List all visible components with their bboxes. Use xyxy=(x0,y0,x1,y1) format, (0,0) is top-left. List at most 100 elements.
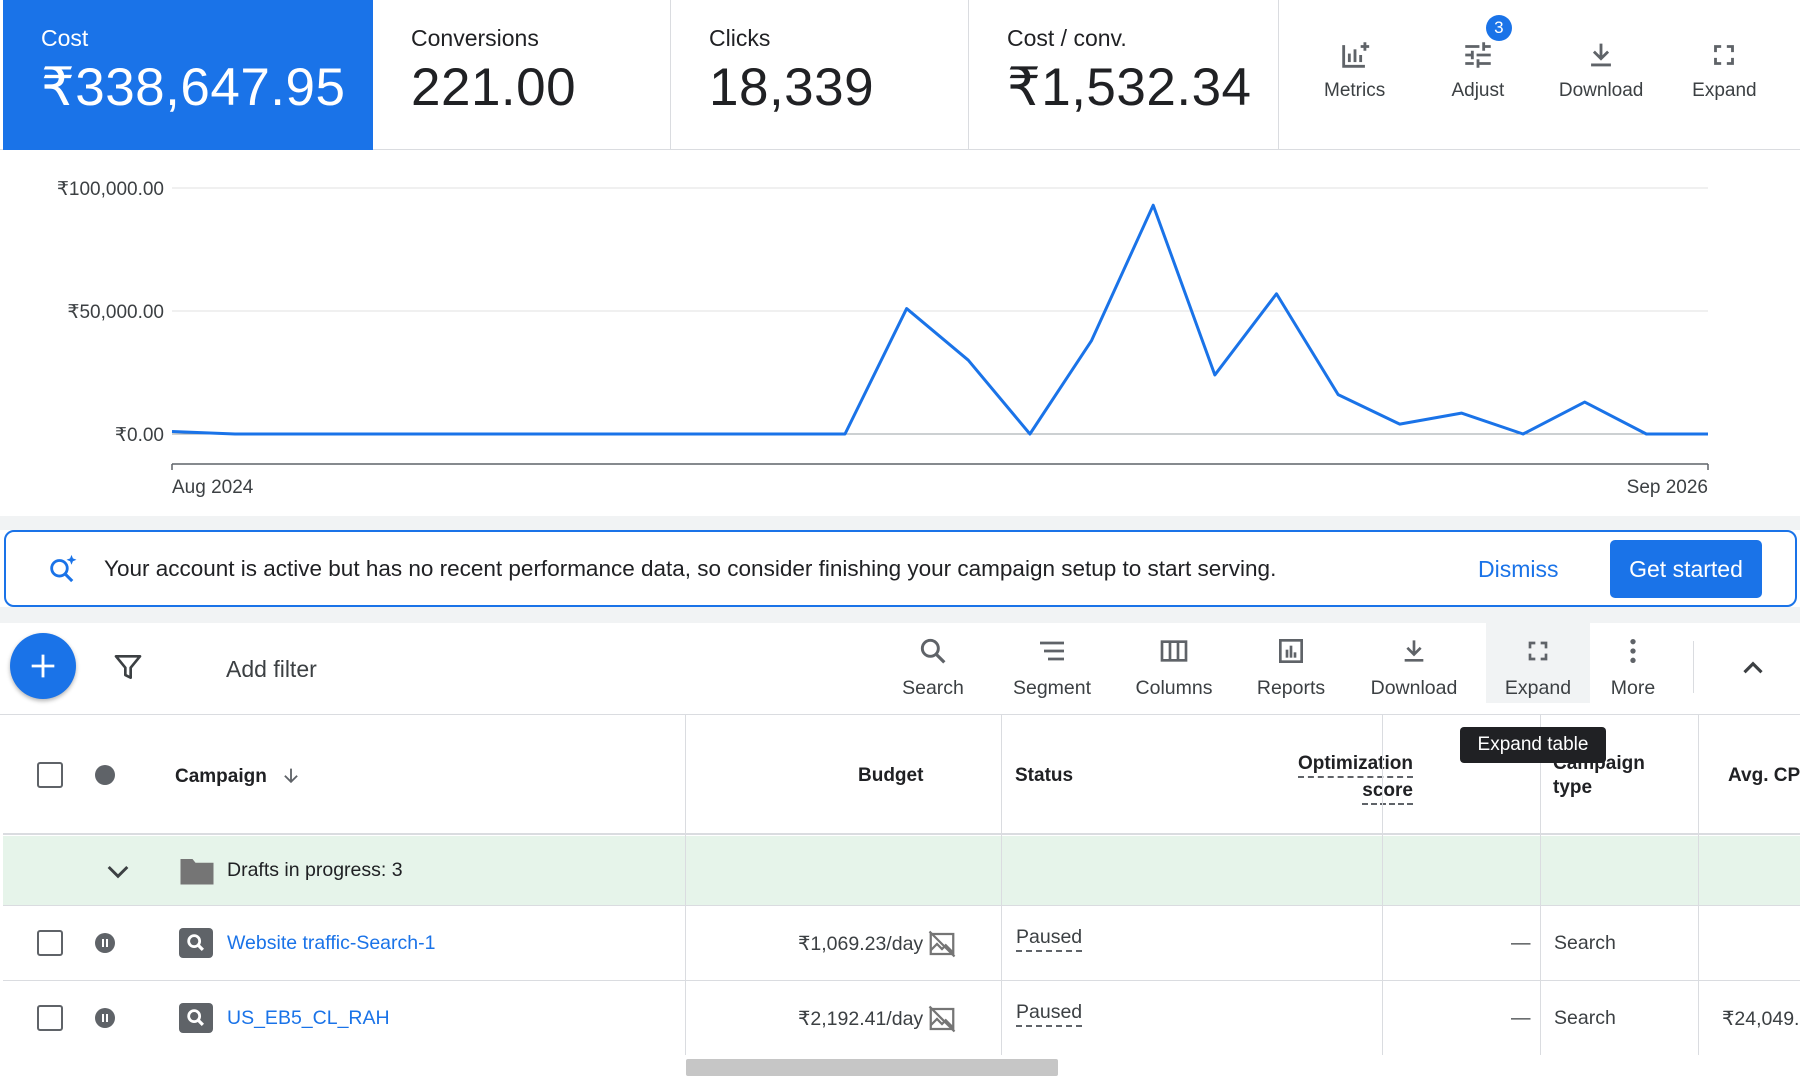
scorecard-label: Cost xyxy=(41,25,89,51)
filter-icon[interactable] xyxy=(112,651,144,683)
scorecard-value: ₹338,647.95 xyxy=(41,58,346,117)
segment-button[interactable]: Segment xyxy=(1000,635,1104,700)
campaign-name-link[interactable]: US_EB5_CL_RAH xyxy=(227,1007,390,1029)
avg-cpc-column-header[interactable]: Avg. CPC xyxy=(1728,765,1800,786)
table-row: Website traffic-Search-1 ₹1,069.23/day P… xyxy=(3,906,1800,981)
columns-icon xyxy=(1160,640,1188,662)
more-button[interactable]: More xyxy=(1581,635,1685,700)
status-paused[interactable]: Paused xyxy=(1016,926,1083,952)
campaign-table: Campaign Budget Status Optimization scor… xyxy=(0,715,1800,1055)
budget-chart-unavailable-icon[interactable] xyxy=(927,1004,957,1034)
chevron-down-icon[interactable] xyxy=(102,855,134,887)
columns-button[interactable]: Columns xyxy=(1122,635,1226,700)
scorecard-cost-per-conv[interactable]: Cost / conv. ₹1,532.34 xyxy=(969,0,1279,150)
adjust-button[interactable]: 3 Adjust xyxy=(1423,0,1533,149)
scorecard-label: Clicks xyxy=(709,25,771,51)
search-button[interactable]: Search xyxy=(881,635,985,700)
table-expand-button[interactable]: Expand xyxy=(1486,623,1590,703)
budget-chart-unavailable-icon[interactable] xyxy=(927,929,957,959)
table-download-button[interactable]: Download xyxy=(1362,635,1466,700)
more-vert-icon xyxy=(1630,639,1636,663)
column-divider xyxy=(685,715,686,1055)
scorecard-label: Cost / conv. xyxy=(1007,25,1127,51)
cost-series-line xyxy=(171,203,1708,436)
expand-table-tooltip: Expand table xyxy=(1460,727,1606,763)
table-toolbar: Add filter Search Segment Columns Report… xyxy=(0,623,1800,715)
row-checkbox[interactable] xyxy=(37,1005,63,1031)
column-divider xyxy=(1540,715,1541,1055)
add-filter-input[interactable]: Add filter xyxy=(226,656,317,682)
column-divider xyxy=(1001,715,1002,1055)
campaign-name-link[interactable]: Website traffic-Search-1 xyxy=(227,932,436,954)
add-campaign-button[interactable] xyxy=(10,633,76,699)
search-campaign-icon xyxy=(179,928,213,958)
select-all-checkbox[interactable] xyxy=(37,762,63,788)
scorecard-value: 18,339 xyxy=(709,58,875,117)
table-row: US_EB5_CL_RAH ₹2,192.41/day Paused — Sea… xyxy=(3,981,1800,1055)
paused-status-icon xyxy=(95,933,115,953)
download-label: Download xyxy=(1370,677,1458,699)
download-icon xyxy=(1591,43,1612,67)
segment-icon xyxy=(1040,641,1064,661)
fullscreen-icon xyxy=(1528,641,1548,661)
expand-label: Expand xyxy=(1692,80,1757,101)
scorecard-cost[interactable]: Cost ₹338,647.95 xyxy=(3,0,373,150)
drafts-label: Drafts in progress: 3 xyxy=(227,859,403,881)
search-icon xyxy=(920,638,946,664)
performance-chart: ₹100,000.00 ₹50,000.00 ₹0.00 Aug 2024 Sep 20… xyxy=(0,151,1800,516)
scorecard-bar: Cost ₹338,647.95 Conversions 221.00 Clic… xyxy=(0,0,1800,150)
status-column-header[interactable]: Status xyxy=(1015,765,1074,786)
optimization-score-column-header[interactable]: Optimization score xyxy=(1297,753,1413,805)
separator xyxy=(0,516,1800,530)
reports-button[interactable]: Reports xyxy=(1239,635,1343,700)
scorecard-conversions[interactable]: Conversions 221.00 xyxy=(373,0,671,150)
drafts-row[interactable]: Drafts in progress: 3 xyxy=(3,836,1800,906)
notification-banner: Your account is active but has no recent… xyxy=(4,530,1797,607)
reports-icon xyxy=(1279,639,1303,663)
scorecard-value: ₹1,532.34 xyxy=(1007,58,1252,117)
get-started-button[interactable]: Get started xyxy=(1610,540,1762,598)
toolbar-divider xyxy=(1693,641,1694,693)
dismiss-button[interactable]: Dismiss xyxy=(1478,556,1559,582)
scorecard-label: Conversions xyxy=(411,25,539,51)
download-label: Download xyxy=(1558,80,1644,101)
row-checkbox[interactable] xyxy=(37,930,63,956)
fullscreen-icon xyxy=(1714,45,1735,65)
sparkle-search-icon xyxy=(50,554,77,583)
chart-download-button[interactable]: Download xyxy=(1546,0,1656,149)
metrics-label: Metrics xyxy=(1324,80,1386,101)
columns-label: Columns xyxy=(1135,677,1213,699)
campaign-header-label: Campaign xyxy=(175,766,267,787)
scorecard-clicks[interactable]: Clicks 18,339 xyxy=(671,0,969,150)
status-dot-icon xyxy=(95,765,115,785)
campaign-type-value: Search xyxy=(1554,1007,1616,1029)
chart-tools: Metrics 3 Adjust Download Expand xyxy=(1279,0,1800,149)
more-label: More xyxy=(1610,677,1656,699)
banner-text: Your account is active but has no recent… xyxy=(104,556,1277,581)
search-campaign-icon xyxy=(179,1003,213,1033)
budget-column-header[interactable]: Budget xyxy=(858,765,924,786)
adjust-badge: 3 xyxy=(1485,15,1512,41)
status-paused[interactable]: Paused xyxy=(1016,1001,1083,1027)
chart-expand-button[interactable]: Expand xyxy=(1669,0,1779,149)
folder-icon xyxy=(180,859,214,885)
y-tick-label: ₹50,000.00 xyxy=(67,302,164,323)
metrics-button[interactable]: Metrics xyxy=(1300,0,1410,149)
adjust-label: Adjust xyxy=(1451,80,1505,101)
column-divider xyxy=(1698,715,1699,1055)
campaign-type-value: Search xyxy=(1554,932,1616,954)
campaign-type-label-2: type xyxy=(1553,777,1593,798)
campaign-column-header[interactable]: Campaign xyxy=(175,765,302,788)
opt-score-label-1: Optimization xyxy=(1297,753,1413,778)
separator xyxy=(0,607,1800,623)
optimization-score-value: — xyxy=(1511,1007,1531,1029)
chevron-up-icon[interactable] xyxy=(1736,651,1770,685)
reports-label: Reports xyxy=(1256,677,1326,699)
horizontal-scrollbar-thumb[interactable] xyxy=(686,1059,1058,1076)
opt-score-label-2: score xyxy=(1362,780,1413,805)
plus-icon xyxy=(31,654,55,678)
segment-label: Segment xyxy=(1012,677,1092,699)
optimization-score-value: — xyxy=(1511,932,1531,954)
x-tick-label: Aug 2024 xyxy=(172,477,254,498)
x-tick-label: Sep 2026 xyxy=(1627,477,1708,498)
